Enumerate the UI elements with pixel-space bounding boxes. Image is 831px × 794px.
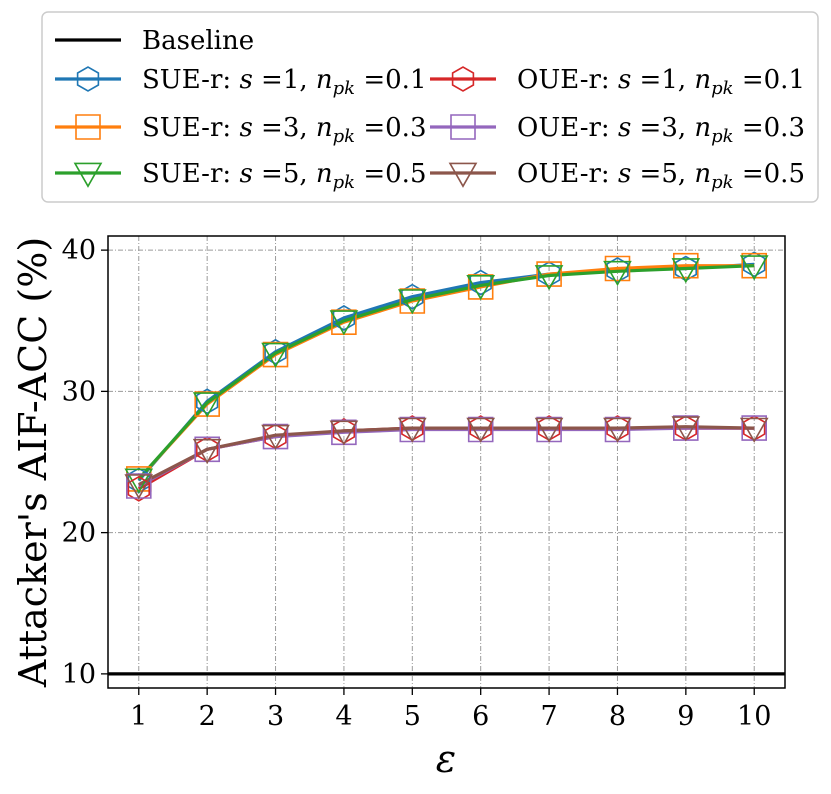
series-6-point	[739, 417, 769, 443]
series-5-point	[194, 436, 220, 463]
y-tick-label: 20	[62, 518, 96, 549]
x-tick-label: 2	[199, 701, 216, 732]
series-1-point	[196, 388, 219, 415]
x-tick-label: 4	[335, 701, 352, 732]
x-axis: 1 2 3 4 5 6 7 8 9 10	[130, 688, 771, 732]
series-3-point	[671, 258, 701, 284]
legend-series-5-marker	[450, 114, 476, 140]
series-5-point	[331, 419, 357, 446]
x-tick-label: 5	[404, 701, 421, 732]
legend-series-4-marker	[451, 66, 475, 92]
series-5-point	[672, 415, 699, 441]
series-layer	[124, 251, 769, 502]
plot-background	[108, 236, 785, 688]
legend-series-4-label: OUE-r: s =1, npk =0.1	[517, 65, 805, 99]
series-5-point	[467, 416, 494, 443]
series-line-3	[137, 264, 755, 480]
series-1-point	[742, 251, 766, 278]
x-tick-label: 1	[130, 701, 147, 732]
series-6-point	[397, 417, 427, 443]
legend-series-3-marker	[73, 162, 103, 188]
series-6-point	[534, 417, 564, 443]
series-2-point	[194, 391, 220, 417]
legend-frame	[41, 11, 819, 203]
y-axis: 10 20 30 40	[62, 235, 108, 690]
series-5-point	[604, 416, 631, 443]
legend: Baseline SUE-r: s =1, npk =0.1 SUE-r: s =3…	[41, 11, 819, 203]
legend-series-6-label: OUE-r: s =5, npk =0.5	[517, 159, 805, 193]
series-2-point	[331, 309, 357, 336]
series-5-point	[262, 423, 289, 450]
series-6-point	[466, 417, 496, 443]
series-6-point	[329, 420, 359, 446]
series-2-point	[467, 274, 494, 300]
series-1-point	[469, 269, 492, 296]
y-tick-label: 30	[62, 376, 96, 407]
series-3-point	[192, 392, 222, 418]
x-tick-label: 9	[677, 701, 694, 732]
x-axis-label: ε	[436, 737, 456, 781]
legend-series-1-label: SUE-r: s =1, npk =0.1	[142, 65, 427, 99]
plot-area	[107, 235, 786, 689]
series-2-point	[399, 288, 426, 314]
x-tick-label: 6	[472, 701, 489, 732]
legend-series-2-marker	[75, 114, 101, 140]
series-1-point	[606, 256, 629, 283]
series-3-point	[534, 265, 564, 291]
series-5-point	[741, 415, 768, 441]
legend-series-5-label: OUE-r: s =3, npk =0.3	[517, 113, 805, 147]
legend-series-2-label: SUE-r: s =3, npk =0.3	[142, 113, 427, 147]
x-tick-label: 10	[737, 701, 771, 732]
series-5-point	[126, 473, 152, 499]
y-tick-label: 10	[62, 659, 96, 690]
x-tick-label: 3	[267, 701, 284, 732]
series-6-point	[671, 416, 701, 442]
series-2-point	[536, 261, 562, 287]
series-3-point	[739, 255, 769, 281]
series-2-point	[672, 252, 699, 279]
series-5-point	[399, 416, 426, 443]
series-6-point	[603, 417, 632, 443]
plot-frame	[107, 235, 786, 689]
x-tick-label: 7	[540, 701, 557, 732]
x-tick-label: 8	[609, 701, 626, 732]
series-2-point	[604, 255, 631, 282]
series-6-point	[124, 474, 154, 500]
y-tick-label: 40	[62, 235, 96, 266]
series-3-point	[603, 260, 632, 287]
y-axis-label: Attacker's AIF-ACC (%)	[11, 237, 55, 688]
legend-series-1-marker	[76, 66, 100, 92]
series-3-point	[329, 310, 359, 336]
series-2-point	[741, 252, 768, 279]
series-1-point	[264, 338, 287, 365]
series-4-point	[127, 475, 150, 502]
series-3-point	[261, 342, 290, 369]
legend-series-3-label: SUE-r: s =5, npk =0.5	[142, 159, 427, 193]
series-6-point	[192, 438, 222, 465]
legend-series-6-marker	[448, 162, 478, 188]
series-3-point	[466, 274, 496, 301]
series-3-point	[397, 289, 427, 315]
series-5-point	[536, 416, 562, 443]
series-6-point	[261, 424, 290, 451]
series-2-point	[262, 341, 289, 368]
series-line-6	[138, 425, 755, 487]
legend-baseline-label: Baseline	[142, 26, 254, 56]
